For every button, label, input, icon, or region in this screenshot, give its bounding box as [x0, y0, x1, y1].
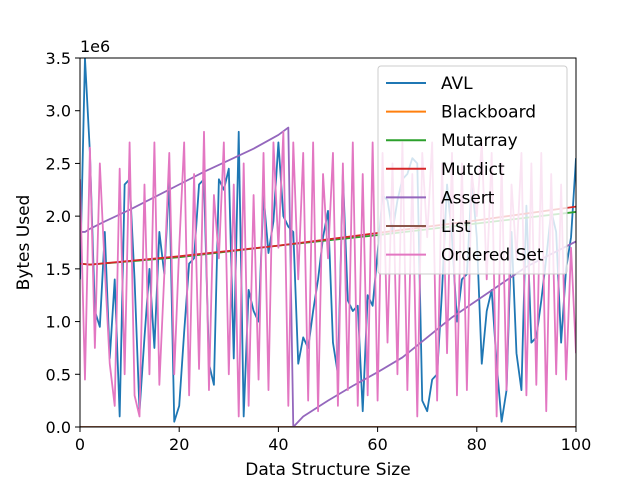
y-tick-label: 2.5 — [46, 154, 71, 173]
x-tick-label: 0 — [75, 435, 85, 454]
y-axis: 0.0 0.5 1.0 1.5 2.0 2.5 3.0 3.5 — [46, 49, 80, 437]
y-tick-label: 1.0 — [46, 313, 71, 332]
y-tick-label: 2.0 — [46, 207, 71, 226]
x-axis: 0 20 40 60 80 100 — [75, 427, 591, 454]
legend-entry-label: Assert — [441, 188, 495, 208]
y-tick-label: 0.5 — [46, 365, 71, 384]
legend-entry-label: Blackboard — [441, 103, 536, 123]
y-axis-label: Bytes Used — [14, 195, 34, 291]
plot-frame — [79, 57, 577, 428]
y-multiplier-label: 1e6 — [80, 37, 110, 56]
x-tick-label: 40 — [268, 435, 288, 454]
x-tick-label: 60 — [367, 435, 387, 454]
legend: AVL Blackboard Mutarray Mutdict Assert List Or… — [377, 65, 568, 275]
x-tick-label: 80 — [467, 435, 487, 454]
y-tick-label: 3.0 — [46, 102, 71, 121]
legend-entry-label: Mutarray — [441, 131, 518, 151]
y-tick-label: 1.5 — [46, 260, 71, 279]
series-layer — [80, 58, 576, 427]
x-axis-label: Data Structure Size — [245, 460, 410, 480]
series-line-avl — [80, 58, 576, 423]
x-tick-label: 100 — [561, 435, 592, 454]
legend-entry-label: AVL — [441, 74, 473, 94]
legend-entry-label: List — [441, 217, 471, 237]
y-tick-label: 3.5 — [46, 49, 71, 68]
legend-entry-label: Mutdict — [441, 160, 505, 180]
x-tick-label: 20 — [169, 435, 189, 454]
y-tick-label: 0.0 — [46, 418, 71, 437]
series-line-assert — [80, 126, 576, 427]
legend-box — [377, 65, 568, 275]
legend-entry-label: Ordered Set — [441, 246, 544, 266]
